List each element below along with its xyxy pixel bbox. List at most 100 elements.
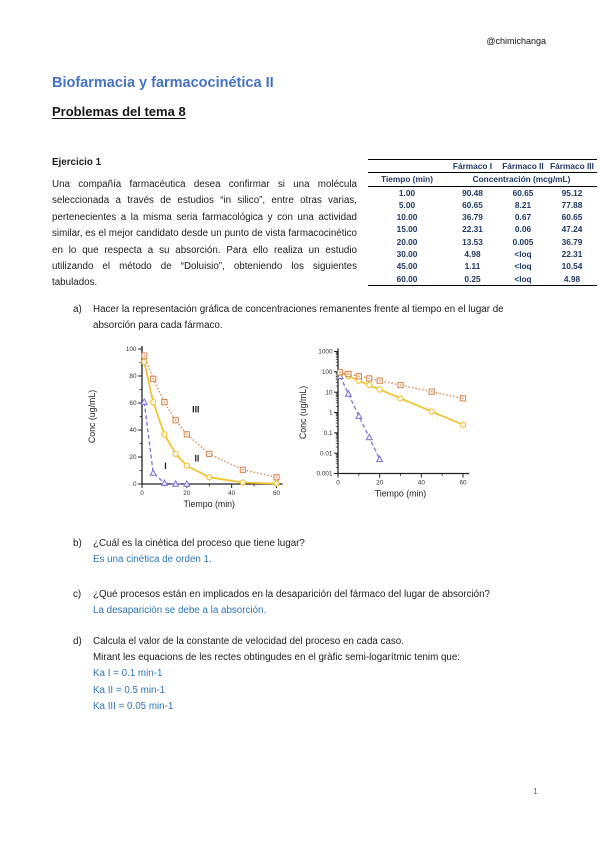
svg-text:20: 20	[129, 454, 137, 461]
svg-text:0: 0	[140, 490, 144, 497]
author-handle: @chimichanga	[486, 36, 546, 46]
question-c-answer: La desaparición se debe a la absorción.	[93, 605, 267, 617]
svg-text:40: 40	[129, 427, 137, 434]
page-number: 1	[533, 786, 538, 796]
table-cell: 0.005	[512, 236, 534, 247]
question-d-marker: d)	[73, 636, 82, 647]
svg-text:Tiempo (min): Tiempo (min)	[184, 499, 236, 509]
svg-text:40: 40	[228, 490, 236, 497]
svg-text:80: 80	[129, 373, 137, 380]
question-c-marker: c)	[73, 589, 82, 600]
table-row: 5.00 60.65 8.21 77.88	[368, 199, 597, 211]
question-a: a) Hacer la representación gráfica de co…	[73, 302, 543, 334]
table-subheader-row: Tiempo (min) Concentración (mcg/mL)	[368, 173, 597, 187]
col-header-farmaco-1: Fármaco I	[452, 161, 493, 171]
svg-text:20: 20	[376, 480, 384, 487]
svg-text:0: 0	[336, 480, 340, 487]
svg-text:60: 60	[129, 400, 137, 407]
table-cell: 22.31	[561, 249, 583, 260]
col-header-farmaco-3: Fármaco III	[550, 161, 594, 171]
linear-chart-svg: 0 20 40 60 80 100 0 20 40 60 Tiempo (min) Conc (ug/…	[87, 346, 283, 509]
table-cell: 15.00	[396, 224, 418, 235]
table-cell: 90.48	[462, 187, 483, 198]
table-cell: 60.65	[561, 212, 583, 223]
table-cell: 36.79	[462, 212, 483, 223]
table-cell: 0.25	[464, 273, 481, 284]
table-cell: 4.98	[464, 249, 481, 260]
svg-text:I: I	[164, 461, 166, 471]
table-cell: <loq	[514, 261, 532, 272]
svg-text:0.01: 0.01	[320, 450, 333, 457]
document-subtitle: Problemas del tema 8	[52, 104, 186, 119]
table-cell: 1.11	[464, 261, 481, 272]
table-row: 20.00 13.53 0.005 36.79	[368, 236, 597, 248]
linear-concentration-chart: 0 20 40 60 80 100 0 20 40 60 Tiempo (min) Conc (ug/…	[85, 345, 300, 523]
question-b-answer: Es una cinética de orden 1.	[93, 554, 212, 566]
question-a-marker: a)	[73, 304, 82, 315]
concentration-header: Concentración (mcg/mL)	[472, 174, 571, 185]
table-cell: 22.31	[462, 224, 483, 235]
table-body: 1.00 90.48 60.65 95.12 5.00 60.65 8.21 77.88 10.…	[368, 186, 597, 285]
table-row: 60.00 0.25 <loq 4.98	[368, 273, 597, 286]
svg-text:0: 0	[133, 481, 137, 488]
table-cell: 20.00	[396, 236, 418, 247]
svg-text:1000: 1000	[318, 349, 333, 356]
table-cell: 45.00	[396, 261, 418, 272]
table-cell: 0.06	[514, 224, 532, 235]
table-cell: <loq	[514, 273, 532, 284]
col-header-farmaco-2: Fármaco II	[502, 161, 544, 171]
question-d-intro: Mirant les equacions de les rectes obtin…	[93, 652, 461, 664]
table-cell: 0.67	[514, 212, 532, 223]
question-d-answer-ka1: Ka I = 0.1 min-1	[93, 668, 163, 680]
table-cell: 60.00	[396, 273, 418, 284]
table-row: 1.00 90.48 60.65 95.12	[368, 186, 597, 199]
exercise-body: Una compañía farmacéutica desea confirma…	[52, 179, 357, 289]
svg-text:Tiempo (min): Tiempo (min)	[375, 489, 427, 499]
table-row: 15.00 22.31 0.06 47.24	[368, 223, 597, 235]
svg-text:Conc (ug/mL): Conc (ug/mL)	[298, 386, 308, 439]
document-title: Biofarmacia y farmacocinética II	[52, 75, 274, 91]
table-head: Fármaco I Fármaco II Fármaco III Tiempo …	[368, 160, 597, 187]
concentration-table: Fármaco I Fármaco II Fármaco III Tiempo …	[368, 159, 597, 286]
table-cell: 60.65	[512, 187, 534, 198]
table-cell: 5.00	[398, 199, 416, 210]
svg-text:0.001: 0.001	[317, 471, 333, 478]
table-row: 45.00 1.11 <loq 10.54	[368, 260, 597, 272]
question-c-text: ¿Qué procesos están en implicados en la …	[93, 589, 491, 600]
svg-text:0.1: 0.1	[324, 430, 333, 437]
table-cell: 13.53	[462, 236, 483, 247]
svg-text:60: 60	[459, 480, 467, 487]
exercise-heading: Ejercicio 1	[52, 157, 102, 168]
semilog-concentration-chart: 1000 100 10 1 0.1 0.01 0.001 0 20 40 60 Tiempo (min…	[298, 345, 513, 523]
table-cell: 1.00	[398, 187, 416, 198]
table-cell: 95.12	[561, 187, 583, 198]
svg-text:100: 100	[126, 346, 137, 353]
table-header-row: Fármaco I Fármaco II Fármaco III	[368, 160, 597, 173]
question-d-answer-ka3: Ka III = 0.05 min-1	[93, 700, 174, 712]
table-cell: 10.54	[561, 261, 583, 272]
question-b-text: ¿Cuál es la cinética del proceso que tie…	[93, 538, 305, 549]
table-cell: 60.65	[462, 199, 483, 210]
table-cell: 10.00	[396, 212, 418, 223]
table-cell: 4.98	[563, 273, 581, 284]
table-corner-cell	[368, 160, 446, 173]
question-c: c) ¿Qué procesos están en implicados en …	[73, 587, 543, 619]
table-cell: 8.21	[514, 199, 532, 210]
table-cell: 30.00	[396, 249, 418, 260]
svg-text:20: 20	[183, 490, 191, 497]
table-row: 10.00 36.79 0.67 60.65	[368, 211, 597, 223]
svg-text:100: 100	[322, 369, 333, 376]
svg-text:60: 60	[273, 490, 281, 497]
table-cell: 77.88	[561, 199, 583, 210]
svg-text:1: 1	[329, 410, 333, 417]
table-row: 30.00 4.98 <loq 22.31	[368, 248, 597, 260]
svg-text:II: II	[194, 454, 199, 464]
table-cell: 47.24	[561, 224, 583, 235]
svg-text:10: 10	[325, 389, 333, 396]
question-d: d) Calcula el valor de la constante de v…	[73, 634, 543, 715]
question-d-text: Calcula el valor de la constante de velo…	[93, 636, 404, 647]
question-b-marker: b)	[73, 538, 82, 549]
question-a-text: Hacer la representación gráfica de conce…	[93, 304, 504, 332]
